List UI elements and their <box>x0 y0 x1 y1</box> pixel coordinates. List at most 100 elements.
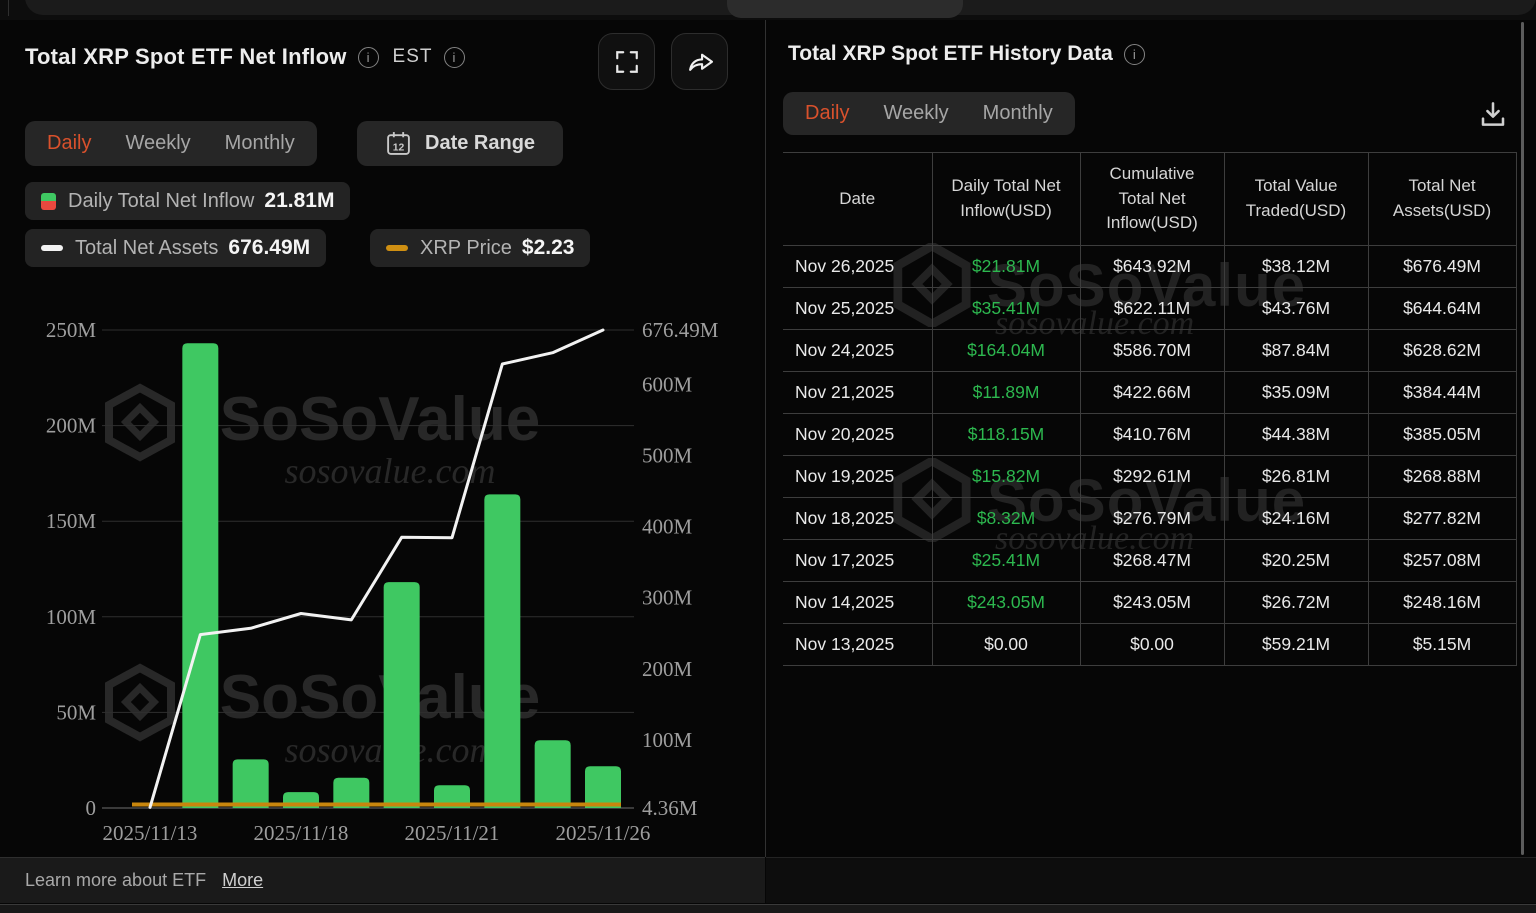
legend-daily-net-inflow[interactable]: Daily Total Net Inflow 21.81M <box>25 182 351 220</box>
right-panel-title: Total XRP Spot ETF History Data <box>788 42 1113 65</box>
legend-label: Daily Total Net Inflow <box>68 189 255 212</box>
table-row: Nov 24,2025 $164.04M $586.70M $87.84M $628.6… <box>783 329 1517 372</box>
footer: Learn more about ETF More <box>0 857 765 903</box>
cell-date: Nov 13,2025 <box>783 623 933 666</box>
line-dash-icon <box>386 245 408 251</box>
info-icon[interactable]: i <box>357 46 379 68</box>
cell-value-traded: $43.76M <box>1224 287 1369 330</box>
scrollbar[interactable] <box>1521 22 1524 855</box>
cell-date: Nov 20,2025 <box>783 413 933 456</box>
cell-date: Nov 24,2025 <box>783 329 933 372</box>
download-button[interactable] <box>1474 95 1512 133</box>
svg-text:2025/11/21: 2025/11/21 <box>405 821 500 845</box>
col-daily-net-inflow: Daily Total Net Inflow(USD) <box>932 152 1081 246</box>
cell-cumulative-inflow: $292.61M <box>1080 455 1225 498</box>
cell-net-assets: $257.08M <box>1368 539 1517 582</box>
table-row: Nov 19,2025 $15.82M $292.61M $26.81M $268.88… <box>783 455 1517 498</box>
cell-daily-inflow: $25.41M <box>932 539 1081 582</box>
tab-daily[interactable]: Daily <box>47 132 92 154</box>
tab-weekly[interactable]: Weekly <box>883 102 949 124</box>
panel-above-left-border <box>8 0 9 16</box>
svg-text:200M: 200M <box>642 657 693 681</box>
table-header-row: Date Daily Total Net Inflow(USD) Cumulat… <box>783 152 1517 246</box>
cell-value-traded: $24.16M <box>1224 497 1369 540</box>
cell-value-traded: $26.81M <box>1224 455 1369 498</box>
legend-value: 21.81M <box>264 189 335 212</box>
svg-text:2025/11/13: 2025/11/13 <box>103 821 198 845</box>
cell-net-assets: $277.82M <box>1368 497 1517 540</box>
timezone-label: EST <box>392 46 433 67</box>
cell-cumulative-inflow: $0.00 <box>1080 623 1225 666</box>
share-icon <box>688 53 713 71</box>
table-row: Nov 18,2025 $8.32M $276.79M $24.16M $277.82M <box>783 497 1517 540</box>
cell-date: Nov 21,2025 <box>783 371 933 414</box>
bottom-panel-edge <box>0 904 1536 913</box>
cell-daily-inflow: $8.32M <box>932 497 1081 540</box>
table-row: Nov 13,2025 $0.00 $0.00 $59.21M $5.15M <box>783 623 1517 666</box>
total-net-assets-line <box>148 328 605 809</box>
cell-date: Nov 18,2025 <box>783 497 933 540</box>
cell-net-assets: $385.05M <box>1368 413 1517 456</box>
cell-cumulative-inflow: $410.76M <box>1080 413 1225 456</box>
cell-cumulative-inflow: $643.92M <box>1080 245 1225 288</box>
svg-text:600M: 600M <box>642 372 693 396</box>
left-panel-title: Total XRP Spot ETF Net Inflow <box>25 44 347 69</box>
col-cumulative-net-inflow: Cumulative Total Net Inflow(USD) <box>1080 152 1225 246</box>
svg-text:50M: 50M <box>56 700 96 724</box>
left-range-tabs: Daily Weekly Monthly <box>25 121 317 166</box>
cell-net-assets: $384.44M <box>1368 371 1517 414</box>
table-row: Nov 26,2025 $21.81M $643.92M $38.12M $676.49… <box>783 245 1517 288</box>
svg-text:400M: 400M <box>642 515 693 539</box>
tab-weekly[interactable]: Weekly <box>125 132 191 154</box>
legend-xrp-price[interactable]: XRP Price $2.23 <box>370 229 591 267</box>
cell-cumulative-inflow: $268.47M <box>1080 539 1225 582</box>
info-icon[interactable]: i <box>443 46 465 68</box>
tab-daily[interactable]: Daily <box>805 102 850 124</box>
tab-above-cutoff[interactable] <box>727 0 963 18</box>
cell-value-traded: $44.38M <box>1224 413 1369 456</box>
footer-right-spacer <box>766 857 1536 903</box>
cell-daily-inflow: $243.05M <box>932 581 1081 624</box>
cell-date: Nov 17,2025 <box>783 539 933 582</box>
download-icon <box>1481 102 1505 126</box>
legend-value: $2.23 <box>521 236 575 259</box>
calendar-icon: 12 <box>387 132 410 155</box>
panel-divider <box>765 20 766 857</box>
fullscreen-button[interactable] <box>598 33 655 90</box>
cell-cumulative-inflow: $276.79M <box>1080 497 1225 540</box>
cell-value-traded: $59.21M <box>1224 623 1369 666</box>
date-range-button[interactable]: 12 Date Range <box>357 121 564 166</box>
table-row: Nov 21,2025 $11.89M $422.66M $35.09M $384.44… <box>783 371 1517 414</box>
cell-net-assets: $644.64M <box>1368 287 1517 330</box>
date-range-label: Date Range <box>425 132 536 154</box>
cell-cumulative-inflow: $243.05M <box>1080 581 1225 624</box>
cell-value-traded: $38.12M <box>1224 245 1369 288</box>
cell-date: Nov 26,2025 <box>783 245 933 288</box>
legend-total-net-assets[interactable]: Total Net Assets 676.49M <box>25 229 327 267</box>
info-icon[interactable]: i <box>1123 43 1145 65</box>
tab-monthly[interactable]: Monthly <box>224 132 295 154</box>
cell-daily-inflow: $164.04M <box>932 329 1081 372</box>
net-inflow-chart: SoSoValuesosovalue.comSoSoValuesosovalue… <box>46 318 719 845</box>
gridlines: 0 50M 100M 150M 200M 250M 4.36M 100M 200M 300M 400… <box>46 318 719 845</box>
cell-daily-inflow: $11.89M <box>932 371 1081 414</box>
svg-text:sosovalue.com: sosovalue.com <box>285 451 496 491</box>
svg-text:150M: 150M <box>46 509 97 533</box>
svg-text:0: 0 <box>86 796 97 820</box>
cell-date: Nov 19,2025 <box>783 455 933 498</box>
cell-net-assets: $628.62M <box>1368 329 1517 372</box>
svg-text:250M: 250M <box>46 318 97 342</box>
share-button[interactable] <box>671 33 728 90</box>
footer-more-link[interactable]: More <box>222 870 264 890</box>
svg-text:2025/11/18: 2025/11/18 <box>254 821 349 845</box>
footer-text: Learn more about ETF <box>25 870 207 890</box>
right-range-tabs: Daily Weekly Monthly <box>783 92 1075 135</box>
table-row: Nov 14,2025 $243.05M $243.05M $26.72M $248.1… <box>783 581 1517 624</box>
legend-value: 676.49M <box>228 236 311 259</box>
cell-net-assets: $248.16M <box>1368 581 1517 624</box>
cell-net-assets: $5.15M <box>1368 623 1517 666</box>
tab-monthly[interactable]: Monthly <box>982 102 1053 124</box>
table-row: Nov 20,2025 $118.15M $410.76M $44.38M $385.0… <box>783 413 1517 456</box>
svg-text:676.49M: 676.49M <box>642 318 719 342</box>
cell-net-assets: $676.49M <box>1368 245 1517 288</box>
